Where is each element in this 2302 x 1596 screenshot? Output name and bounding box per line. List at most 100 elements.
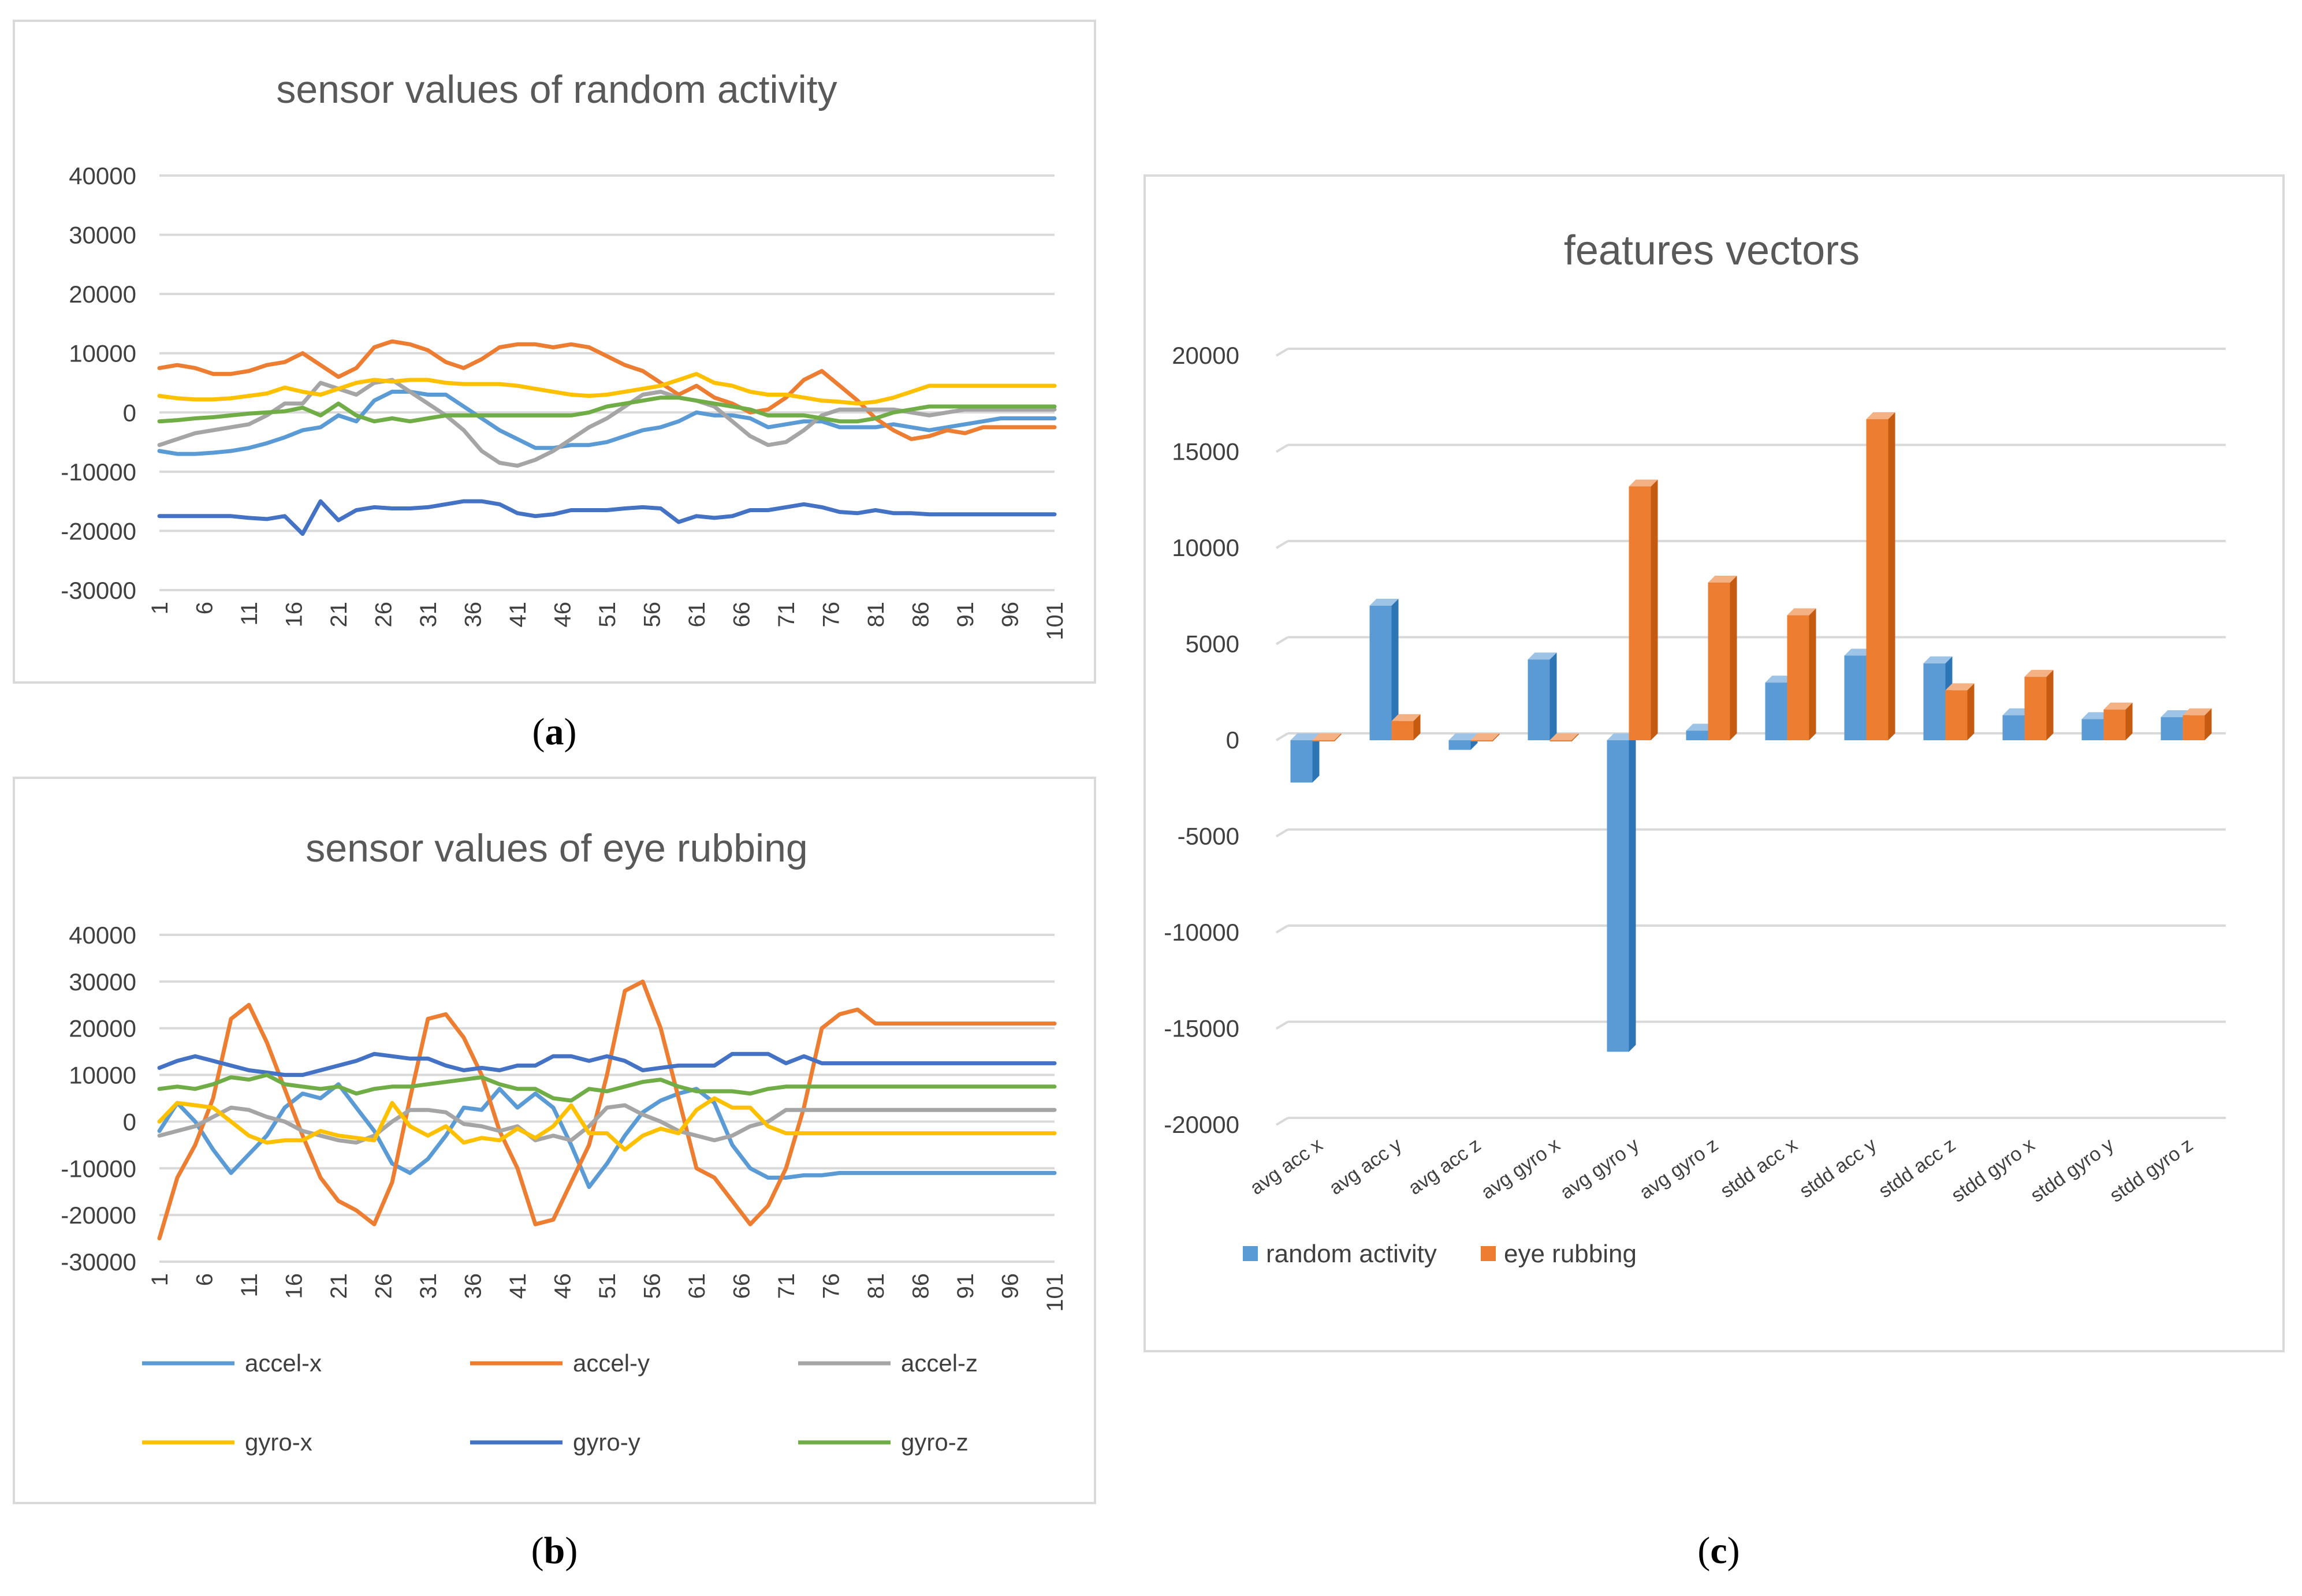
y-tick-label: 5000: [1186, 631, 1239, 658]
series-line-gyro-x: [157, 372, 1057, 406]
chart-title: sensor values of eye rubbing: [306, 826, 807, 870]
y-tick-label: -20000: [61, 1202, 136, 1229]
bar: [1686, 730, 1708, 740]
bar-side: [1492, 733, 1500, 741]
chart-panel-b: sensor values of eye rubbing 40000 30000 20…: [13, 777, 1096, 1504]
x-tick-label: 36: [461, 1273, 486, 1299]
bar: [2024, 677, 2047, 740]
bar: [1923, 663, 1946, 740]
x-tick-label: 16: [282, 1273, 307, 1299]
x-tick-label: 26: [371, 602, 397, 628]
x-tick-label: 41: [505, 602, 531, 628]
bar-side: [1651, 479, 1658, 740]
y-tick-label: 10000: [69, 1062, 136, 1089]
x-tick-label: 61: [684, 1273, 710, 1299]
bar-top: [1686, 724, 1715, 731]
y-tick-label: -20000: [1164, 1111, 1239, 1138]
y-tick-label: 10000: [1172, 534, 1239, 561]
bar: [1448, 740, 1471, 750]
bar-top: [1549, 733, 1579, 740]
y-tick-label: -30000: [61, 1248, 136, 1276]
bar: [1629, 486, 1651, 740]
x-tick-label: 21: [326, 602, 352, 628]
y-tick-label: 15000: [1172, 438, 1239, 465]
x-tick-label: stdd gyro y: [2027, 1133, 2118, 1207]
bar: [2002, 715, 2025, 740]
bar: [1369, 605, 1392, 740]
bar-top: [1607, 733, 1636, 740]
bar-top: [2024, 670, 2054, 677]
x-tick-label: avg acc x: [1246, 1133, 1327, 1199]
legend-label: gyro-x: [245, 1429, 312, 1456]
legend-label: random activity: [1266, 1240, 1437, 1268]
x-tick-label: 31: [416, 602, 441, 628]
chart-a-svg: sensor values of random activity 40000 300…: [61, 68, 1068, 640]
gridline-depth: [1275, 1020, 1289, 1030]
bar: [1787, 615, 1809, 740]
x-tick-label: 41: [505, 1273, 531, 1299]
legend-label: gyro-z: [901, 1429, 969, 1456]
bar-top: [1290, 733, 1320, 740]
x-tick-label: avg acc y: [1325, 1133, 1406, 1199]
gridline-depth: [1275, 828, 1289, 838]
bar-side: [1629, 733, 1636, 1052]
gridline-depth: [1275, 348, 1289, 357]
x-tick-label: avg acc z: [1405, 1133, 1485, 1199]
y-tick-label: 20000: [1172, 342, 1239, 369]
x-tick-label: stdd acc y: [1796, 1133, 1880, 1202]
gridline-depth: [1275, 1117, 1289, 1126]
y-tick-label: -10000: [61, 458, 136, 486]
bar: [1470, 740, 1493, 741]
y-tick-label: -10000: [1164, 919, 1239, 946]
x-tick-label: 11: [237, 602, 262, 626]
y-tick-label: 0: [123, 1108, 136, 1135]
bar-top: [1765, 676, 1794, 683]
y-tick-label: -10000: [61, 1155, 136, 1182]
series-line-accel-y: [157, 339, 1057, 441]
x-tick-label: 86: [908, 1273, 934, 1299]
series-line-gyro-y: [157, 1051, 1057, 1077]
x-tick-label: 6: [192, 602, 218, 614]
y-tick-label: 0: [123, 399, 136, 426]
series-line-gyro-z: [157, 1073, 1057, 1103]
bar: [1607, 740, 1629, 1052]
chart-c-svg: features vectors 20000 15000 10000 5000 0 -500…: [1164, 228, 2226, 1268]
y-tick-label: 10000: [69, 340, 136, 367]
bar-top: [2103, 702, 2133, 710]
x-tick-label: 101: [1042, 602, 1068, 640]
x-tick-label: 66: [729, 602, 755, 628]
chart-b-svg: sensor values of eye rubbing 40000 30000 20…: [61, 826, 1068, 1456]
y-tick-label: 30000: [69, 968, 136, 995]
bar-side: [1413, 714, 1421, 740]
x-tick-label: 86: [908, 602, 934, 628]
x-tick-label: stdd acc z: [1875, 1133, 1960, 1202]
x-tick-label: 31: [416, 1273, 441, 1299]
bar-side: [2125, 702, 2133, 740]
bar-top: [2081, 712, 2111, 719]
chart-panel-c: features vectors 20000 15000 10000 5000 0 -500…: [1143, 174, 2285, 1352]
x-tick-label: 11: [237, 1273, 262, 1297]
bar-top: [2161, 710, 2190, 718]
bar-side: [1809, 608, 1816, 740]
caption-b: (b): [531, 1530, 578, 1572]
y-tick-label: -20000: [61, 517, 136, 545]
gridline-depth: [1275, 540, 1289, 549]
bar: [1528, 659, 1550, 740]
x-tick-label: 76: [819, 602, 844, 628]
gridline-depth: [1275, 443, 1289, 453]
bar: [1945, 690, 1968, 740]
bar-top: [1923, 656, 1953, 663]
bar: [2182, 715, 2205, 740]
x-tick-label: 66: [729, 1273, 755, 1299]
bar-side: [1967, 683, 1975, 740]
x-tick-label: 46: [550, 1273, 576, 1299]
bar-top: [1528, 652, 1557, 660]
x-tick-label: stdd acc x: [1716, 1133, 1801, 1202]
bar: [1866, 419, 1888, 740]
bar: [1844, 655, 1867, 740]
bar-side: [1549, 652, 1557, 740]
x-tick-label: 101: [1042, 1273, 1068, 1312]
bar: [1549, 740, 1572, 741]
series-line-accel-y: [157, 979, 1057, 1241]
y-tick-label: -15000: [1164, 1015, 1239, 1042]
